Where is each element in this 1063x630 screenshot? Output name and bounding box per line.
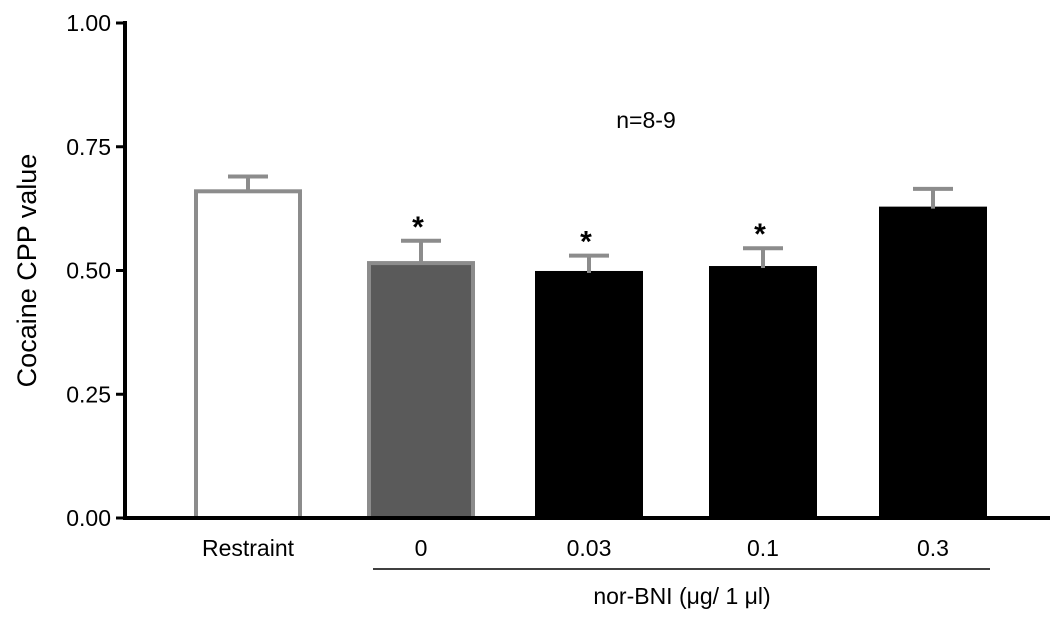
y-tick-label: 0.50 [66, 258, 111, 284]
error-bars-group [228, 174, 953, 273]
bar [367, 261, 475, 521]
y-tick-label: 0.00 [66, 505, 111, 531]
x-category-label: 0.3 [917, 535, 949, 561]
significance-markers: * * * [412, 211, 766, 259]
sample-size-annotation: n=8-9 [616, 107, 675, 133]
bar [709, 266, 817, 520]
y-axis-ticks: 0.00 0.25 0.50 0.75 1.00 [66, 10, 125, 531]
x-category-label: 0 [415, 535, 428, 561]
x-category-label: 0.1 [747, 535, 779, 561]
x-category-label: 0.03 [567, 535, 612, 561]
x-axis-categories: Restraint 0 0.03 0.1 0.3 [202, 535, 949, 561]
y-tick-label: 0.75 [66, 134, 111, 160]
y-tick-label: 1.00 [66, 10, 111, 36]
bar [535, 270, 643, 520]
y-axis-label: Cocaine CPP value [12, 154, 42, 388]
group-label: nor-BNI (μg/ 1 μl) [593, 583, 770, 609]
significance-star: * [412, 211, 424, 244]
x-category-label: Restraint [202, 535, 295, 561]
bar [879, 206, 987, 520]
y-tick-label: 0.25 [66, 381, 111, 407]
bars-group [194, 189, 987, 521]
bar [194, 189, 302, 521]
significance-star: * [754, 218, 766, 251]
significance-star: * [580, 226, 592, 259]
